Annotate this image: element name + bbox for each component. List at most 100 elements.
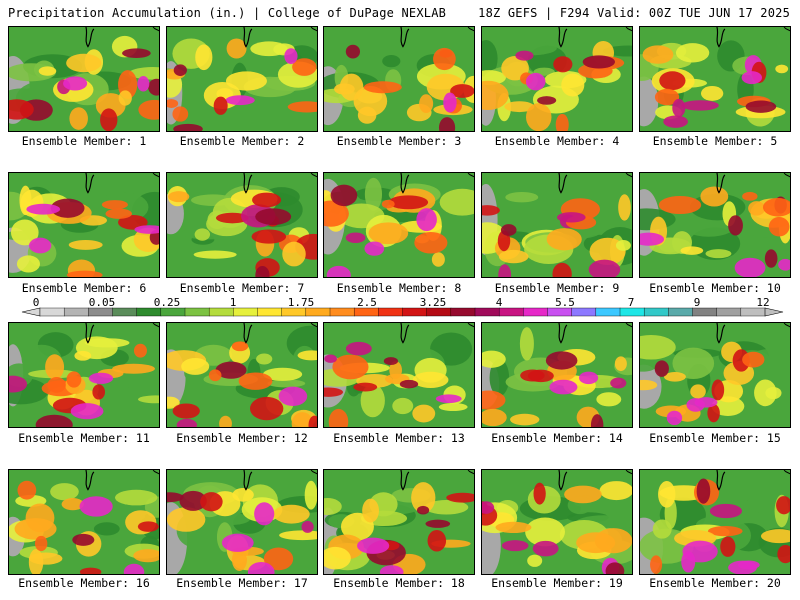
colorbar-arrow-left xyxy=(21,307,41,317)
precip-field xyxy=(9,27,159,131)
member-map-7 xyxy=(166,172,318,278)
colorbar-swatch xyxy=(426,307,452,317)
precip-field xyxy=(640,27,790,131)
member-map-16 xyxy=(8,469,160,575)
member-label: Ensemble Member: 17 xyxy=(176,576,308,590)
precip-field xyxy=(324,470,474,574)
colorbar-swatch xyxy=(595,307,621,317)
member-label: Ensemble Member: 12 xyxy=(176,431,308,445)
header-run-info: 18Z GEFS | F294 Valid: 00Z TUE JUN 17 20… xyxy=(478,6,790,20)
member-map-4 xyxy=(481,26,633,132)
precip-field xyxy=(482,323,632,427)
member-label: Ensemble Member: 1 xyxy=(21,134,147,148)
member-label: Ensemble Member: 9 xyxy=(494,281,620,295)
member-map-15 xyxy=(639,322,791,428)
colorbar-swatch xyxy=(353,307,379,317)
member-map-9 xyxy=(481,172,633,278)
colorbar-swatch xyxy=(184,307,210,317)
colorbar-swatch xyxy=(740,307,766,317)
colorbar-label: 0.05 xyxy=(89,296,116,309)
colorbar-label: 9 xyxy=(694,296,701,309)
colorbar-swatch xyxy=(208,307,234,317)
colorbar-swatch xyxy=(547,307,573,317)
colorbar-swatch xyxy=(63,307,89,317)
colorbar: 0 0.05 0.25 1 1.75 2.5 3.25 4 5.5 7 9 12 xyxy=(21,296,784,317)
precip-field xyxy=(167,470,317,574)
member-label: Ensemble Member: 15 xyxy=(649,431,781,445)
precip-field xyxy=(640,470,790,574)
colorbar-label: 12 xyxy=(756,296,769,309)
member-label: Ensemble Member: 10 xyxy=(649,281,781,295)
member-label: Ensemble Member: 2 xyxy=(179,134,305,148)
member-label: Ensemble Member: 18 xyxy=(333,576,465,590)
colorbar-swatch xyxy=(257,307,283,317)
precip-field xyxy=(324,173,474,277)
member-label: Ensemble Member: 11 xyxy=(18,431,150,445)
colorbar-swatch xyxy=(474,307,500,317)
member-map-12 xyxy=(166,322,318,428)
precip-field xyxy=(167,323,317,427)
member-label: Ensemble Member: 16 xyxy=(18,576,150,590)
colorbar-swatch xyxy=(378,307,403,317)
colorbar-swatch xyxy=(281,307,307,317)
member-label: Ensemble Member: 8 xyxy=(336,281,462,295)
precip-field xyxy=(482,27,632,131)
member-map-17 xyxy=(166,469,318,575)
member-map-20 xyxy=(639,469,791,575)
precip-field xyxy=(9,323,159,427)
colorbar-label: 1.75 xyxy=(288,296,315,309)
colorbar-swatch xyxy=(498,307,524,317)
member-label: Ensemble Member: 7 xyxy=(179,281,305,295)
colorbar-label: 2.5 xyxy=(357,296,377,309)
colorbar-label: 5.5 xyxy=(555,296,575,309)
member-map-8 xyxy=(323,172,475,278)
member-map-19 xyxy=(481,469,633,575)
colorbar-swatch xyxy=(571,307,597,317)
colorbar-swatch xyxy=(136,307,162,317)
colorbar-swatch xyxy=(619,307,645,317)
precip-field xyxy=(9,173,159,277)
colorbar-swatch xyxy=(39,307,65,317)
member-label: Ensemble Member: 6 xyxy=(21,281,147,295)
colorbar-label: 7 xyxy=(628,296,635,309)
precip-field xyxy=(640,173,790,277)
member-map-10 xyxy=(639,172,791,278)
member-map-14 xyxy=(481,322,633,428)
member-map-3 xyxy=(323,26,475,132)
colorbar-label: 1 xyxy=(230,296,237,309)
member-label: Ensemble Member: 20 xyxy=(649,576,781,590)
colorbar-swatch xyxy=(523,307,549,317)
colorbar-swatch xyxy=(668,307,694,317)
member-map-1 xyxy=(8,26,160,132)
colorbar-swatch xyxy=(402,307,428,317)
member-map-6 xyxy=(8,172,160,278)
colorbar-swatch xyxy=(643,307,669,317)
colorbar-swatch xyxy=(233,307,259,317)
colorbar-swatch xyxy=(329,307,355,317)
member-map-5 xyxy=(639,26,791,132)
precip-field xyxy=(9,470,159,574)
colorbar-swatch xyxy=(305,307,331,317)
colorbar-arrow-right xyxy=(764,307,784,317)
colorbar-label: 3.25 xyxy=(420,296,447,309)
member-label: Ensemble Member: 5 xyxy=(652,134,778,148)
colorbar-swatch xyxy=(88,307,114,317)
colorbar-label: 4 xyxy=(496,296,503,309)
precip-field xyxy=(640,323,790,427)
member-label: Ensemble Member: 13 xyxy=(333,431,465,445)
colorbar-swatch xyxy=(692,307,718,317)
precip-field xyxy=(482,470,632,574)
member-label: Ensemble Member: 19 xyxy=(491,576,623,590)
precip-field xyxy=(482,173,632,277)
precip-field xyxy=(324,323,474,427)
precip-field xyxy=(324,27,474,131)
precip-field xyxy=(167,27,317,131)
colorbar-label: 0.25 xyxy=(154,296,181,309)
colorbar-swatch xyxy=(112,307,138,317)
header-title: Precipitation Accumulation (in.) | Colle… xyxy=(8,6,447,20)
colorbar-swatch xyxy=(160,307,186,317)
member-map-13 xyxy=(323,322,475,428)
member-label: Ensemble Member: 14 xyxy=(491,431,623,445)
member-label: Ensemble Member: 3 xyxy=(336,134,462,148)
member-label: Ensemble Member: 4 xyxy=(494,134,620,148)
